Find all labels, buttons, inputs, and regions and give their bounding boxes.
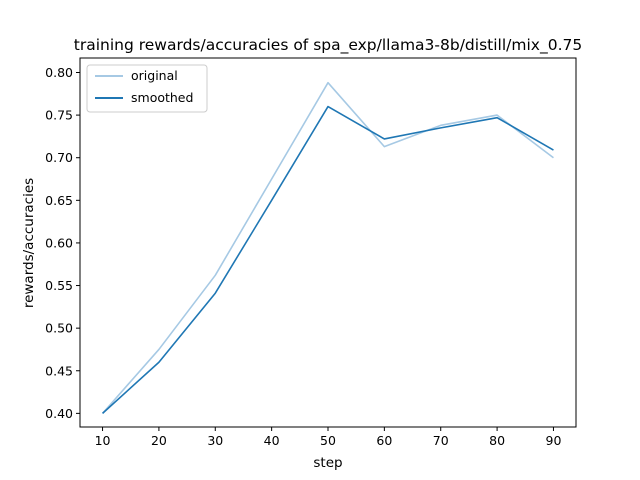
x-axis: 10 20 30 40 50 60 70 80 90	[95, 427, 562, 448]
x-tick-label: 60	[376, 433, 392, 448]
x-tick-label: 10	[95, 433, 111, 448]
y-tick-label: 0.65	[45, 193, 73, 208]
y-tick-label: 0.50	[45, 321, 73, 336]
series-line-smoothed	[102, 105, 554, 414]
x-tick-label: 70	[433, 433, 449, 448]
y-tick-label: 0.40	[45, 406, 73, 421]
legend-label-original: original	[131, 68, 178, 83]
x-tick-label: 80	[489, 433, 505, 448]
y-tick-label: 0.60	[45, 235, 73, 250]
legend: original smoothed	[86, 64, 208, 113]
y-axis-label: rewards/accuracies	[21, 178, 37, 308]
y-tick-label: 0.45	[45, 363, 73, 378]
x-tick-label: 90	[546, 433, 562, 448]
y-tick-label: 0.70	[45, 150, 73, 165]
legend-label-smoothed: smoothed	[131, 90, 193, 105]
y-tick-label: 0.80	[45, 65, 73, 80]
y-tick-label: 0.55	[45, 278, 73, 293]
x-tick-label: 40	[264, 433, 280, 448]
x-tick-label: 50	[320, 433, 336, 448]
x-tick-label: 20	[151, 433, 167, 448]
y-axis: 0.40 0.45 0.50 0.55 0.60 0.65 0.70 0.75 0.80	[45, 65, 80, 421]
chart-title: training rewards/accuracies of spa_exp/l…	[74, 36, 582, 55]
series-line-original	[101, 81, 554, 414]
x-tick-label: 30	[207, 433, 223, 448]
y-tick-label: 0.75	[45, 108, 73, 123]
x-axis-label: step	[313, 455, 342, 471]
series-group	[101, 81, 554, 414]
